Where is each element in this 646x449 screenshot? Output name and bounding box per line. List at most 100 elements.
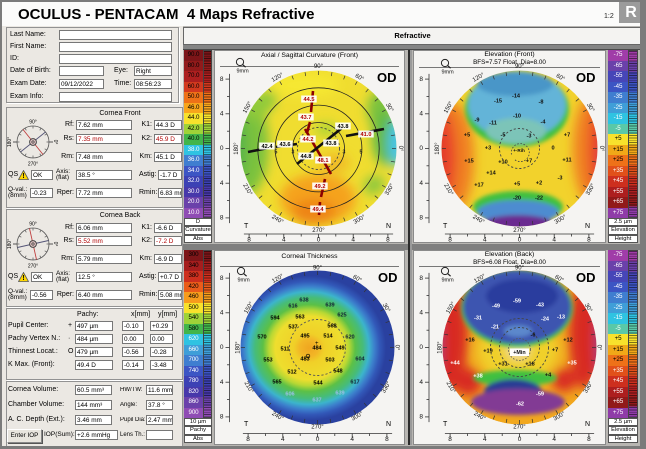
svg-text:616: 616 bbox=[288, 303, 297, 309]
svg-text:8: 8 bbox=[220, 76, 224, 83]
svg-text:300°: 300° bbox=[553, 411, 567, 423]
svg-text:120°: 120° bbox=[473, 273, 487, 285]
svg-text:60°: 60° bbox=[351, 274, 362, 284]
svg-text:-3: -3 bbox=[527, 133, 532, 139]
svg-text:4: 4 bbox=[483, 237, 487, 244]
svg-text:180°: 180° bbox=[236, 341, 242, 354]
svg-text:-10: -10 bbox=[513, 113, 521, 119]
svg-text:+10: +10 bbox=[498, 159, 508, 165]
svg-text:44.8: 44.8 bbox=[301, 154, 312, 160]
svg-text:-59: -59 bbox=[536, 391, 544, 397]
svg-text:120°: 120° bbox=[271, 72, 285, 84]
svg-text:90°: 90° bbox=[313, 266, 323, 272]
svg-text:8: 8 bbox=[220, 275, 224, 282]
svg-text:210°: 210° bbox=[442, 183, 454, 197]
svg-text:0°: 0° bbox=[397, 146, 403, 152]
svg-text:0: 0 bbox=[419, 145, 423, 152]
svg-text:620: 620 bbox=[345, 334, 354, 340]
svg-text:0: 0 bbox=[316, 436, 320, 443]
svg-text:-4: -4 bbox=[541, 119, 547, 125]
svg-text:514: 514 bbox=[323, 333, 333, 339]
svg-text:8: 8 bbox=[419, 414, 423, 421]
svg-text:511: 511 bbox=[280, 346, 289, 352]
svg-text:+5: +5 bbox=[464, 132, 470, 138]
svg-text:330°: 330° bbox=[384, 182, 396, 196]
svg-text:563: 563 bbox=[295, 314, 304, 320]
svg-text:-59: -59 bbox=[513, 298, 521, 304]
svg-text:8: 8 bbox=[385, 436, 389, 443]
svg-text:120°: 120° bbox=[472, 72, 486, 84]
svg-text:49.4: 49.4 bbox=[313, 207, 325, 213]
svg-text:150°: 150° bbox=[243, 301, 255, 315]
svg-text:-21: -21 bbox=[491, 324, 499, 330]
svg-text:8: 8 bbox=[386, 237, 390, 244]
svg-text:604: 604 bbox=[355, 356, 365, 362]
svg-text:+2: +2 bbox=[536, 180, 542, 186]
svg-text:8: 8 bbox=[587, 436, 591, 443]
svg-text:0°: 0° bbox=[598, 146, 604, 152]
svg-text:-9: -9 bbox=[475, 117, 480, 123]
svg-text:90°: 90° bbox=[29, 222, 37, 228]
svg-text:0°: 0° bbox=[52, 140, 58, 145]
svg-text:43.8: 43.8 bbox=[338, 124, 349, 130]
svg-text:484: 484 bbox=[312, 345, 322, 351]
svg-text:8: 8 bbox=[247, 237, 251, 244]
svg-text:4: 4 bbox=[350, 436, 354, 443]
svg-text:41.0: 41.0 bbox=[361, 132, 372, 138]
svg-text:48.1: 48.1 bbox=[318, 158, 329, 164]
svg-text:270°: 270° bbox=[312, 228, 325, 234]
svg-text:4: 4 bbox=[281, 436, 285, 443]
svg-text:180°: 180° bbox=[7, 137, 13, 147]
svg-text:0: 0 bbox=[220, 145, 224, 152]
svg-text:9mm: 9mm bbox=[237, 69, 250, 75]
svg-text:568: 568 bbox=[327, 323, 336, 329]
svg-text:+14: +14 bbox=[486, 170, 496, 176]
svg-text:625: 625 bbox=[337, 312, 346, 318]
svg-text:548: 548 bbox=[333, 368, 342, 374]
svg-text:553: 553 bbox=[263, 357, 272, 363]
svg-text:300°: 300° bbox=[554, 214, 568, 226]
svg-text:43.6: 43.6 bbox=[280, 142, 291, 148]
svg-text:8: 8 bbox=[419, 76, 423, 83]
svg-text:4: 4 bbox=[419, 111, 423, 118]
svg-text:+15: +15 bbox=[464, 158, 474, 164]
svg-text:+19: +19 bbox=[483, 348, 493, 354]
svg-text:9mm: 9mm bbox=[442, 278, 455, 284]
svg-text:0°: 0° bbox=[52, 242, 58, 247]
svg-text:637: 637 bbox=[312, 397, 321, 403]
svg-text:44.2: 44.2 bbox=[303, 137, 314, 143]
svg-text:8: 8 bbox=[419, 275, 423, 282]
svg-text:4: 4 bbox=[552, 436, 556, 443]
svg-text:150°: 150° bbox=[242, 100, 254, 114]
svg-text:!: ! bbox=[22, 275, 24, 282]
svg-text:+·Ríh: +·Ríh bbox=[513, 148, 525, 153]
svg-text:210°: 210° bbox=[242, 381, 254, 395]
svg-text:4: 4 bbox=[220, 111, 224, 118]
svg-text:5: 5 bbox=[360, 149, 363, 155]
svg-text:60°: 60° bbox=[354, 73, 365, 83]
svg-text:43.8: 43.8 bbox=[326, 141, 337, 147]
svg-text:60°: 60° bbox=[555, 73, 566, 83]
svg-text:330°: 330° bbox=[585, 182, 597, 196]
svg-text:+7: +7 bbox=[564, 132, 570, 138]
svg-text:0: 0 bbox=[518, 436, 522, 443]
svg-text:4: 4 bbox=[419, 379, 423, 386]
svg-text:537: 537 bbox=[288, 324, 297, 330]
svg-text:565: 565 bbox=[272, 379, 281, 385]
svg-text:90°: 90° bbox=[515, 64, 525, 70]
svg-text:270°: 270° bbox=[311, 425, 324, 431]
svg-text:150°: 150° bbox=[443, 100, 455, 114]
svg-text:-15: -15 bbox=[494, 98, 502, 104]
svg-text:8: 8 bbox=[246, 436, 250, 443]
svg-text:617: 617 bbox=[350, 379, 359, 385]
svg-text:+: + bbox=[315, 341, 319, 347]
svg-text:-8: -8 bbox=[539, 99, 544, 105]
svg-text:4: 4 bbox=[419, 310, 423, 317]
svg-text:+18: +18 bbox=[525, 361, 535, 367]
svg-text:+38: +38 bbox=[473, 373, 483, 379]
svg-text:8: 8 bbox=[448, 436, 452, 443]
svg-text:3: 3 bbox=[343, 149, 346, 155]
svg-text:+44: +44 bbox=[450, 360, 460, 366]
svg-text:495: 495 bbox=[300, 333, 309, 339]
svg-text:0: 0 bbox=[551, 145, 554, 151]
